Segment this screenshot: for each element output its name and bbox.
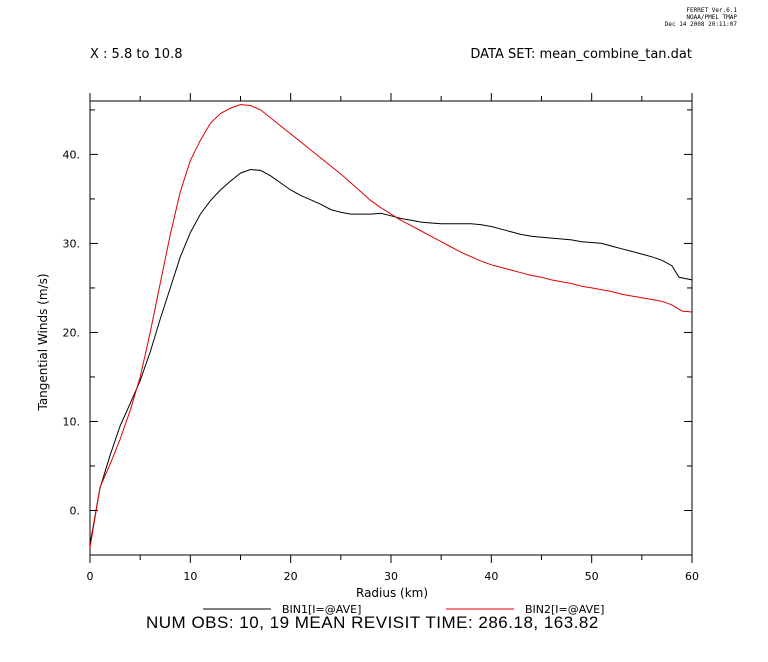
series-line-1 <box>89 168 693 545</box>
ferret-date-stamp: Dec 14 2008 20:11:07 <box>664 21 737 28</box>
x-tick-label: 10 <box>183 570 197 583</box>
ferret-version-stamp: FERRET Ver.6.1 <box>686 7 737 14</box>
x-tick-label: 20 <box>284 570 298 583</box>
header-dataset: DATA SET: mean_combine_tan.dat <box>470 47 692 62</box>
y-tick-label: 30. <box>63 237 81 250</box>
x-tick-label: 40 <box>484 570 498 583</box>
y-tick-label: 20. <box>63 326 81 339</box>
x-tick-label: 30 <box>384 570 398 583</box>
x-tick-label: 50 <box>585 570 599 583</box>
y-tick-label: 0. <box>70 504 81 517</box>
ferret-org-stamp: NOAA/PMEL TMAP <box>686 14 737 21</box>
plot-series <box>89 104 693 548</box>
plot-axes: 0 10 20 30 40 50 60 0. 10. 20. 30. 40. <box>63 93 699 583</box>
y-axis-label: Tangential Winds (m/s) <box>36 273 50 411</box>
x-tick-label: 0 <box>87 570 94 583</box>
y-tick-label: 10. <box>63 415 81 428</box>
y-tick-label: 40. <box>63 148 81 161</box>
footer-stats: NUM OBS: 10, 19 MEAN REVISIT TIME: 286.1… <box>146 613 599 632</box>
header-x-range: X : 5.8 to 10.8 <box>90 47 183 62</box>
legend-label-bin2: BIN2[I=@AVE] <box>525 603 605 616</box>
x-tick-label: 60 <box>685 570 699 583</box>
legend-label-bin1: BIN1[I=@AVE] <box>282 603 362 616</box>
series-line-2 <box>89 104 693 548</box>
x-axis-label: Radius (km) <box>356 586 429 600</box>
plot-frame <box>89 100 693 556</box>
